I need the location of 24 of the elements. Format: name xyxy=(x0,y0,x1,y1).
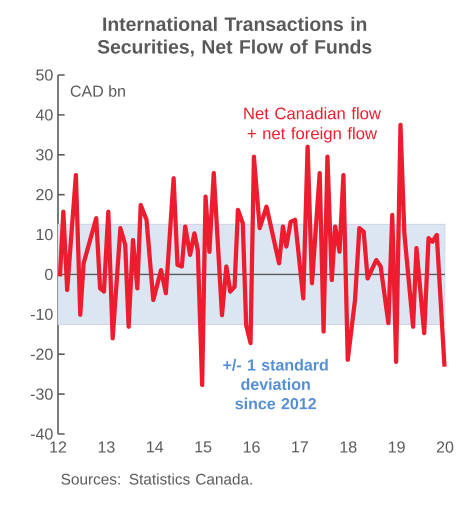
x-tick-label: 15 xyxy=(195,441,212,453)
series-label: Net Canadian flow + net foreign flow xyxy=(244,107,381,143)
x-tick-label: 20 xyxy=(436,441,454,453)
band-label: +/- 1 standard deviation since 2012 xyxy=(223,358,328,410)
x-tick-label: 18 xyxy=(340,441,356,453)
x-tick-label: 13 xyxy=(98,441,115,453)
y-tick-label: -40 xyxy=(30,428,53,440)
y-tick-label: 50 xyxy=(36,69,53,81)
y-tick-label: -30 xyxy=(30,388,53,400)
x-tick-label: 19 xyxy=(388,441,405,453)
y-tick-label: 0 xyxy=(45,268,53,280)
y-tick-label: 10 xyxy=(36,228,53,240)
x-tick-label: 14 xyxy=(147,441,164,452)
x-tick-label: 16 xyxy=(244,441,260,453)
x-tick-label: 17 xyxy=(292,441,308,452)
chart-title: International Transactions in Securities, Net Flow of Funds xyxy=(98,16,372,56)
y-tick-label: -10 xyxy=(30,308,53,320)
y-tick-label: -20 xyxy=(30,348,53,360)
y-tick-label: 30 xyxy=(36,149,53,160)
y-tick-label: 40 xyxy=(36,109,53,121)
source-note: Sources: Statistics Canada. xyxy=(61,473,252,485)
y-tick-label: 20 xyxy=(36,189,53,200)
y-axis-title: CAD bn xyxy=(70,85,125,97)
x-tick-label: 12 xyxy=(50,441,66,453)
